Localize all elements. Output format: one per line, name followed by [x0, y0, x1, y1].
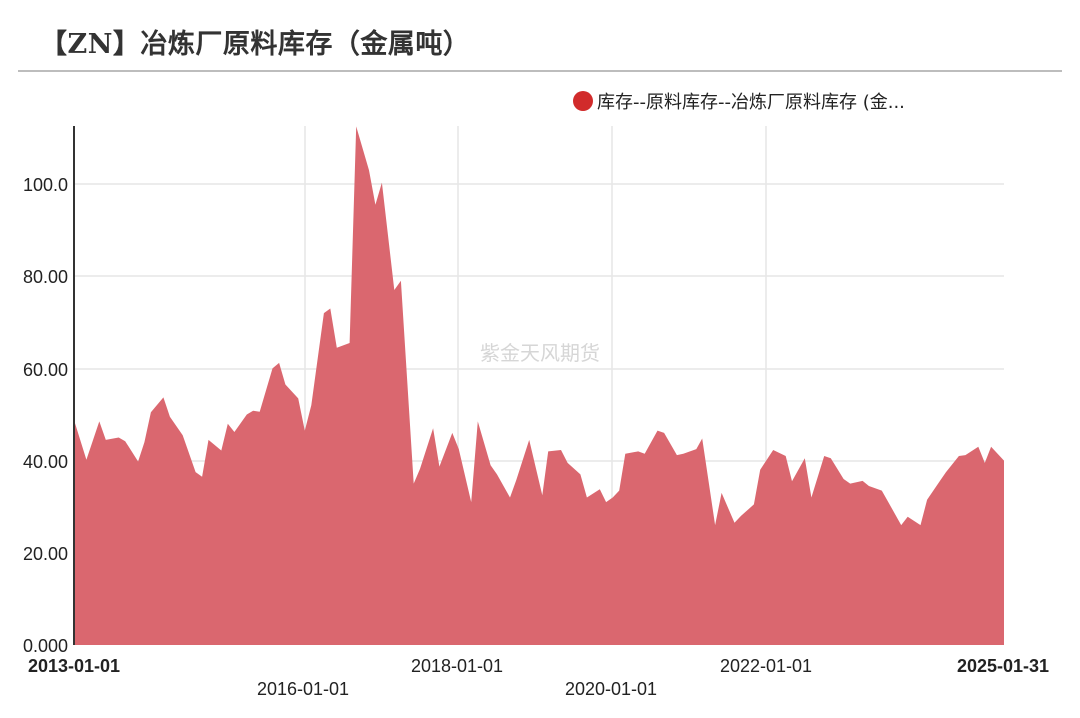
- x-tick-label: 2018-01-01: [411, 656, 503, 676]
- page-title: 【ZN】冶炼厂原料库存（金属吨）: [40, 29, 471, 60]
- x-tick-label: 2016-01-01: [257, 679, 349, 699]
- y-axis-ticks: 0.000 20.00 40.00 60.00 80.00 100.0: [23, 175, 68, 656]
- legend-series-label: 库存--原料库存--冶炼厂原料库存 (金...: [597, 92, 905, 113]
- y-tick-label: 80.00: [23, 267, 68, 287]
- y-tick-label: 40.00: [23, 452, 68, 472]
- y-tick-label: 100.0: [23, 175, 68, 195]
- x-axis-ticks: 2013-01-01 2016-01-01 2018-01-01 2020-01…: [28, 656, 1049, 699]
- x-tick-label-start: 2013-01-01: [28, 656, 120, 676]
- y-tick-label: 60.00: [23, 360, 68, 380]
- y-tick-label: 20.00: [23, 544, 68, 564]
- inventory-area-series[interactable]: [74, 126, 1004, 645]
- y-tick-label: 0.000: [23, 636, 68, 656]
- legend-series-marker-icon: [573, 91, 593, 111]
- x-tick-label: 2022-01-01: [720, 656, 812, 676]
- title-divider: [18, 70, 1062, 72]
- x-tick-label: 2020-01-01: [565, 679, 657, 699]
- chart-legend[interactable]: 库存--原料库存--冶炼厂原料库存 (金...: [573, 88, 905, 114]
- watermark: 紫金天风期货: [480, 341, 600, 365]
- x-tick-label-end: 2025-01-31: [957, 656, 1049, 676]
